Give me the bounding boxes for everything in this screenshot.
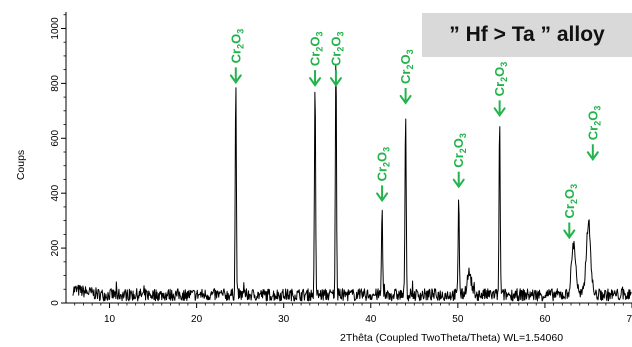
annotation-subscript: 3 (382, 147, 392, 152)
axes: 10 20 30 40 50 60 70 0 200 400 600 800 1000 (50, 12, 632, 325)
annotation-subscript: 3 (335, 32, 345, 37)
cr2o3-annotation: Cr2O3 (451, 133, 468, 189)
y-tick-label: 600 (50, 130, 61, 147)
annotation-text: O (375, 152, 390, 162)
y-tick-label: 0 (50, 300, 61, 306)
annotation-subscript: 3 (458, 133, 468, 138)
y-tick-label: 800 (50, 75, 61, 92)
annotation-text: Cr (562, 204, 577, 218)
x-tick-label: 10 (104, 314, 116, 325)
annotation-text: Cr (308, 52, 323, 66)
annotation-arrowhead (229, 74, 242, 85)
annotation-text: O (585, 111, 600, 121)
annotation-label: Cr2O3 (492, 62, 509, 97)
annotation-subscript: 2 (405, 64, 415, 69)
annotation-label: Cr2O3 (228, 29, 245, 64)
cr2o3-annotation: Cr2O3 (228, 29, 245, 85)
annotation-subscript: 2 (592, 121, 602, 126)
annotation-text: Cr (375, 167, 390, 181)
y-axis-title: Coups (15, 150, 27, 180)
annotation-label: Cr2O3 (375, 147, 392, 182)
annotation-subscript: 2 (458, 148, 468, 153)
x-axis-title: 2Thêta (Coupled TwoTheta/Theta) WL=1.540… (340, 332, 563, 344)
cr2o3-annotation: Cr2O3 (492, 62, 509, 118)
annotation-subscript: 3 (499, 62, 509, 67)
annotation-text: Cr (492, 82, 507, 96)
x-tick-label: 40 (365, 314, 377, 325)
x-tick-label: 70 (626, 314, 632, 325)
annotation-subscript: 3 (235, 29, 245, 34)
annotation-arrowhead (452, 178, 465, 189)
x-tick-label: 50 (452, 314, 464, 325)
cr2o3-annotation: Cr2O3 (375, 147, 392, 203)
annotation-arrowhead (493, 107, 506, 118)
annotation-arrowhead (329, 77, 342, 87)
y-tick-label: 400 (50, 184, 61, 201)
annotation-label: Cr2O3 (328, 32, 345, 67)
y-tick-label: 200 (50, 239, 61, 256)
legend-label: ” Hf > Ta ” alloy (449, 23, 605, 46)
cr2o3-annotation: Cr2O3 (308, 32, 325, 87)
annotation-label: Cr2O3 (308, 32, 325, 67)
x-tick-label: 30 (278, 314, 290, 325)
y-tick-label: 1000 (50, 17, 61, 40)
annotation-subscript: 3 (569, 184, 579, 189)
plot-area (72, 63, 632, 302)
x-tick-label: 60 (539, 314, 551, 325)
annotation-text: O (398, 54, 413, 64)
annotation-text: Cr (585, 126, 600, 140)
cr2o3-annotation: Cr2O3 (328, 32, 345, 87)
annotation-arrowhead (399, 94, 412, 105)
annotation-text: O (228, 34, 243, 44)
annotation-text: O (562, 189, 577, 199)
x-tick-label: 20 (191, 314, 203, 325)
cr2o3-annotation: Cr2O3 (398, 49, 415, 105)
annotation-subscript: 2 (499, 77, 509, 82)
annotation-subscript: 2 (569, 199, 579, 204)
cr2o3-annotation: Cr2O3 (562, 184, 579, 240)
xrd-pattern-line (72, 63, 632, 302)
legend-box (422, 13, 632, 57)
annotation-subscript: 2 (335, 47, 345, 52)
annotation-subscript: 2 (235, 44, 245, 49)
peak-annotations: Cr2O3Cr2O3Cr2O3Cr2O3Cr2O3Cr2O3Cr2O3Cr2O3… (228, 29, 602, 240)
annotation-arrowhead (586, 151, 599, 161)
annotation-subscript: 3 (315, 32, 325, 37)
annotation-subscript: 3 (405, 49, 415, 54)
annotation-text: Cr (451, 153, 466, 167)
annotation-text: O (328, 37, 343, 47)
annotation-subscript: 3 (592, 106, 602, 111)
annotation-label: Cr2O3 (562, 184, 579, 219)
annotation-arrowhead (309, 77, 322, 87)
annotation-text: Cr (398, 70, 413, 84)
annotation-label: Cr2O3 (585, 106, 602, 141)
cr2o3-annotation: Cr2O3 (585, 106, 602, 161)
annotation-text: O (451, 138, 466, 148)
annotation-text: Cr (228, 49, 243, 63)
annotation-label: Cr2O3 (451, 133, 468, 168)
annotation-text: O (492, 67, 507, 77)
annotation-text: O (308, 37, 323, 47)
annotation-label: Cr2O3 (398, 49, 415, 84)
annotation-arrowhead (563, 229, 576, 240)
annotation-subscript: 2 (382, 162, 392, 167)
annotation-subscript: 2 (315, 47, 325, 52)
annotation-text: Cr (328, 52, 343, 66)
annotation-arrowhead (376, 192, 389, 203)
